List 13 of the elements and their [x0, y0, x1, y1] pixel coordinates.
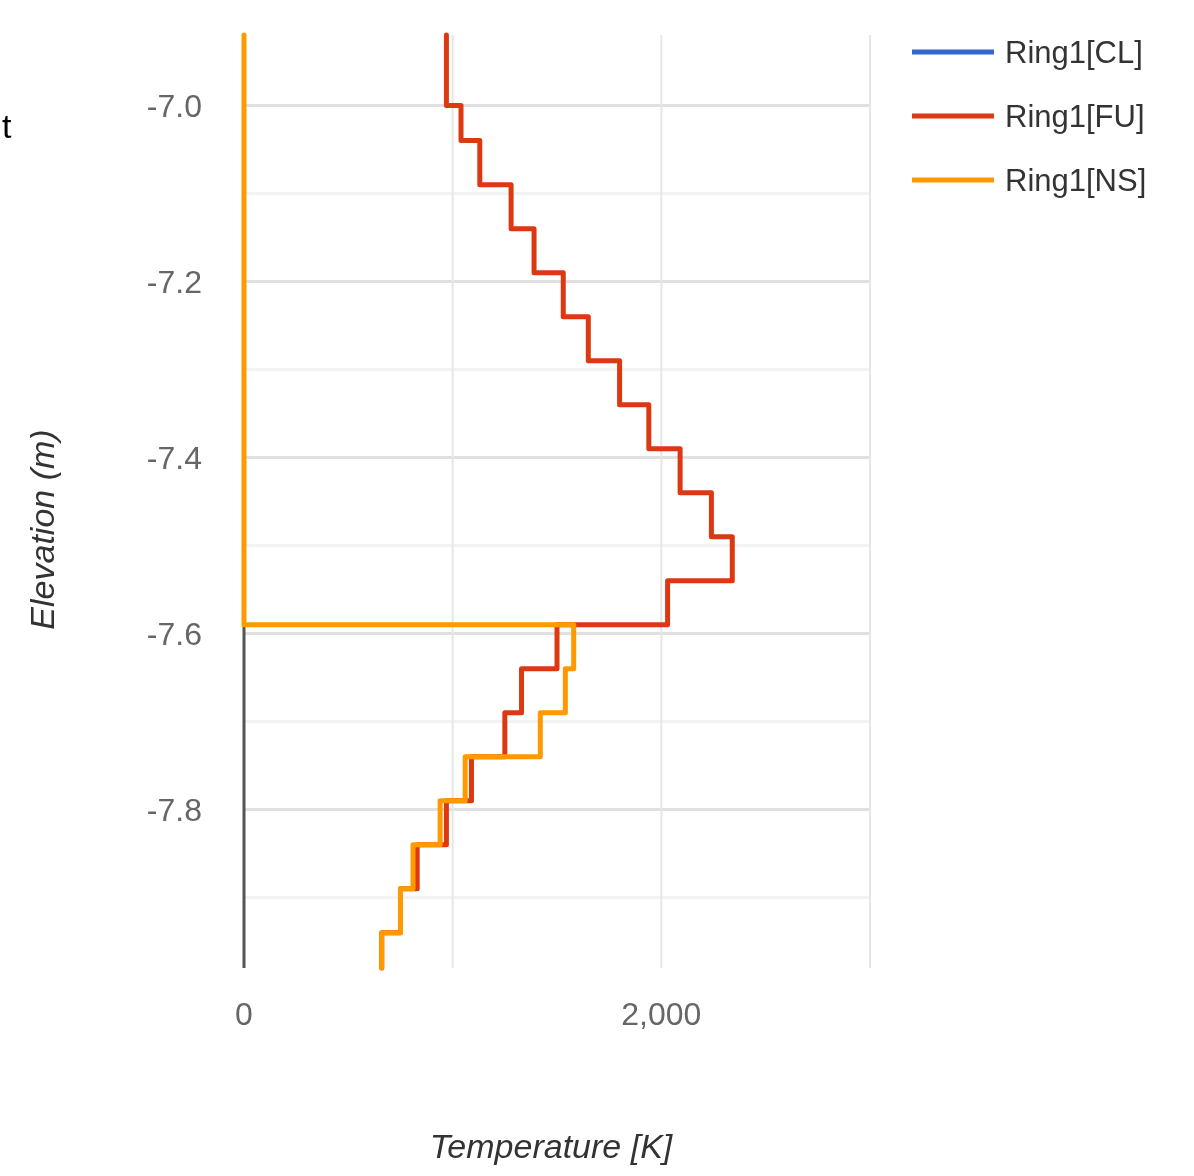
y-tick-label: -7.4 [146, 439, 202, 476]
y-axis-title: Elevation (m) [23, 429, 61, 630]
legend-label: Ring1[CL] [1005, 34, 1143, 70]
y-tick-label: -7.0 [146, 87, 202, 124]
x-tick-label: 0 [235, 996, 253, 1032]
x-axis-title: Temperature [K] [429, 1127, 674, 1165]
y-tick-label: -7.6 [146, 615, 202, 652]
text: t [2, 107, 12, 145]
y-tick-label: -7.2 [146, 263, 202, 300]
legend-label: Ring1[FU] [1005, 98, 1145, 134]
x-tick-label: 2,000 [621, 996, 702, 1032]
legend-label: Ring1[NS] [1005, 162, 1147, 198]
y-tick-label: -7.8 [146, 791, 202, 828]
